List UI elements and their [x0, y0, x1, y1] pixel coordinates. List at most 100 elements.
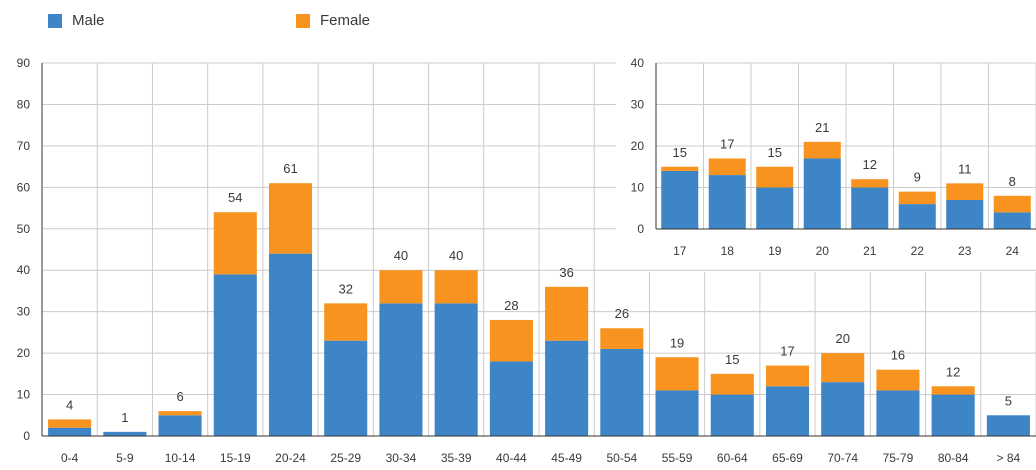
inset-bar-male	[708, 175, 746, 229]
inset-bar-male	[661, 170, 699, 229]
main-bar-male	[489, 361, 533, 436]
inset-bar-female	[851, 179, 889, 188]
legend-male: Male	[48, 12, 105, 29]
legend-female-swatch	[296, 13, 310, 28]
main-data-label: 54	[228, 190, 242, 205]
main-data-label: 12	[946, 364, 960, 379]
main-bar-female	[158, 411, 202, 416]
main-y-tick-label: 70	[17, 139, 31, 153]
inset-x-tick-label: 21	[863, 244, 877, 258]
main-x-tick-label: 60-64	[717, 451, 748, 465]
inset-x-tick-label: 22	[911, 244, 925, 258]
main-data-label: 36	[559, 265, 573, 280]
inset-x-tick-label: 17	[673, 244, 687, 258]
inset-bar-female	[661, 166, 699, 171]
main-x-tick-label: 10-14	[165, 451, 196, 465]
main-x-tick-label: 80-84	[938, 451, 969, 465]
main-bar-female	[931, 386, 975, 395]
main-bar-female	[489, 319, 533, 362]
main-x-tick-label: 70-74	[827, 451, 858, 465]
main-bar-male	[876, 390, 920, 436]
main-data-label: 40	[449, 248, 463, 263]
main-data-label: 4	[66, 397, 73, 412]
inset-data-label: 21	[815, 120, 829, 135]
main-x-tick-label: 15-19	[220, 451, 251, 465]
main-x-tick-label: 25-29	[330, 451, 361, 465]
inset-bar-male	[898, 204, 936, 229]
inset-y-tick-label: 0	[637, 222, 644, 236]
inset-bar-male	[993, 212, 1031, 229]
main-y-tick-label: 80	[17, 97, 31, 111]
main-data-label: 1	[121, 410, 128, 425]
inset-data-label: 9	[914, 170, 921, 185]
main-bar-female	[379, 270, 423, 304]
main-bar-female	[821, 353, 865, 383]
main-bar-male	[986, 415, 1030, 436]
main-bar-female	[710, 373, 754, 395]
main-data-label: 15	[725, 352, 739, 367]
main-x-tick-label: > 84	[997, 451, 1021, 465]
inset-bar-female	[946, 183, 984, 200]
inset-bar-female	[993, 195, 1031, 213]
main-x-tick-label: 65-69	[772, 451, 803, 465]
inset-y-tick-label: 30	[631, 98, 645, 112]
main-bar-male	[379, 303, 423, 436]
inset-data-label: 12	[863, 157, 877, 172]
inset-bar-male	[946, 199, 984, 229]
main-data-label: 61	[283, 161, 297, 176]
main-x-tick-label: 55-59	[662, 451, 693, 465]
main-y-tick-label: 50	[17, 222, 31, 236]
main-bar-male	[434, 303, 478, 436]
main-data-label: 16	[891, 348, 905, 363]
main-x-tick-label: 35-39	[441, 451, 472, 465]
main-bar-male	[48, 427, 92, 436]
main-bar-male	[103, 431, 147, 436]
main-bar-male	[324, 340, 368, 436]
main-data-label: 26	[615, 306, 629, 321]
main-bar-male	[821, 382, 865, 436]
legend-female: Female	[296, 12, 370, 29]
main-bar-male	[710, 394, 754, 436]
main-bar-female	[765, 365, 810, 387]
inset-bar-female	[898, 191, 936, 205]
main-x-tick-label: 50-54	[606, 451, 637, 465]
inset-bar-female	[803, 141, 841, 159]
main-x-tick-label: 40-44	[496, 451, 527, 465]
inset-data-label: 17	[720, 136, 734, 151]
inset-x-tick-label: 18	[721, 244, 735, 258]
main-data-label: 28	[504, 298, 518, 313]
inset-bar-male	[756, 187, 794, 229]
inset-bar-male	[803, 158, 841, 229]
main-bar-male	[545, 340, 589, 436]
inset-x-tick-label: 23	[958, 244, 972, 258]
main-x-tick-label: 20-24	[275, 451, 306, 465]
main-data-label: 5	[1005, 393, 1012, 408]
main-bar-male	[931, 394, 975, 436]
main-data-label: 40	[394, 248, 408, 263]
inset-data-label: 15	[768, 145, 782, 160]
main-data-label: 17	[780, 344, 794, 359]
main-bar-female	[268, 183, 313, 254]
main-bar-female	[434, 270, 478, 304]
main-data-label: 19	[670, 335, 684, 350]
main-bar-female	[600, 328, 644, 349]
main-data-label: 6	[176, 389, 183, 404]
inset-x-tick-label: 19	[768, 244, 782, 258]
main-x-tick-label: 5-9	[116, 451, 134, 465]
inset-y-tick-label: 20	[631, 139, 645, 153]
main-y-tick-label: 20	[17, 346, 31, 360]
legend-male-swatch	[48, 13, 62, 28]
main-y-tick-label: 40	[17, 263, 31, 277]
main-x-tick-label: 30-34	[386, 451, 417, 465]
main-x-tick-label: 45-49	[551, 451, 582, 465]
main-bar-male	[765, 386, 810, 436]
legend-female-label: Female	[320, 12, 371, 29]
main-y-tick-label: 60	[17, 180, 31, 194]
main-bar-female	[213, 212, 257, 275]
main-bar-female	[48, 419, 92, 428]
main-y-tick-label: 30	[17, 305, 31, 319]
inset-data-label: 8	[1009, 174, 1016, 189]
main-bar-female	[324, 303, 368, 341]
main-x-tick-label: 75-79	[883, 451, 914, 465]
